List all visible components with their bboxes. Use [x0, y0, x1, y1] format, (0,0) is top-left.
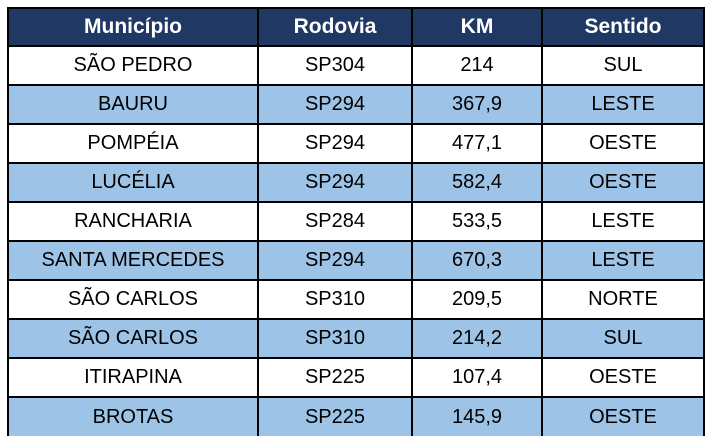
cell-municipio: POMPÉIA — [7, 123, 259, 164]
cell-sentido: OESTE — [541, 396, 705, 436]
table-row: POMPÉIA SP294 477,1 OESTE — [7, 123, 705, 164]
cell-km: 367,9 — [411, 84, 543, 125]
cell-km: 107,4 — [411, 357, 543, 398]
cell-sentido: LESTE — [541, 201, 705, 242]
table-row: SANTA MERCEDES SP294 670,3 LESTE — [7, 240, 705, 281]
table-row: RANCHARIA SP284 533,5 LESTE — [7, 201, 705, 242]
table-row: BAURU SP294 367,9 LESTE — [7, 84, 705, 125]
column-header-sentido: Sentido — [541, 7, 705, 47]
cell-sentido: SUL — [541, 318, 705, 359]
highway-table-container: Município Rodovia KM Sentido SÃO PEDRO SP… — [7, 7, 705, 436]
column-header-rodovia: Rodovia — [257, 7, 413, 47]
cell-sentido: LESTE — [541, 240, 705, 281]
cell-km: 670,3 — [411, 240, 543, 281]
cell-municipio: SÃO CARLOS — [7, 318, 259, 359]
cell-km: 145,9 — [411, 396, 543, 436]
cell-sentido: LESTE — [541, 84, 705, 125]
cell-sentido: NORTE — [541, 279, 705, 320]
cell-rodovia: SP284 — [257, 201, 413, 242]
cell-rodovia: SP310 — [257, 279, 413, 320]
cell-sentido: OESTE — [541, 123, 705, 164]
cell-km: 214 — [411, 45, 543, 86]
table-row: SÃO CARLOS SP310 209,5 NORTE — [7, 279, 705, 320]
table-row: LUCÉLIA SP294 582,4 OESTE — [7, 162, 705, 203]
cell-km: 582,4 — [411, 162, 543, 203]
cell-municipio: BAURU — [7, 84, 259, 125]
cell-km: 209,5 — [411, 279, 543, 320]
cell-sentido: SUL — [541, 45, 705, 86]
cell-rodovia: SP294 — [257, 123, 413, 164]
table-row: ITIRAPINA SP225 107,4 OESTE — [7, 357, 705, 398]
cell-km: 214,2 — [411, 318, 543, 359]
column-header-municipio: Município — [7, 7, 259, 47]
cell-km: 477,1 — [411, 123, 543, 164]
cell-municipio: SÃO PEDRO — [7, 45, 259, 86]
cell-rodovia: SP304 — [257, 45, 413, 86]
cell-municipio: SANTA MERCEDES — [7, 240, 259, 281]
table-row: BROTAS SP225 145,9 OESTE — [7, 396, 705, 436]
table-row: SÃO PEDRO SP304 214 SUL — [7, 45, 705, 86]
cell-municipio: SÃO CARLOS — [7, 279, 259, 320]
header-row: Município Rodovia KM Sentido — [7, 7, 705, 47]
cell-rodovia: SP310 — [257, 318, 413, 359]
cell-rodovia: SP225 — [257, 396, 413, 436]
cell-municipio: LUCÉLIA — [7, 162, 259, 203]
table-row: SÃO CARLOS SP310 214,2 SUL — [7, 318, 705, 359]
cell-rodovia: SP294 — [257, 84, 413, 125]
cell-sentido: OESTE — [541, 357, 705, 398]
cell-sentido: OESTE — [541, 162, 705, 203]
cell-km: 533,5 — [411, 201, 543, 242]
cell-municipio: RANCHARIA — [7, 201, 259, 242]
highway-table: Município Rodovia KM Sentido SÃO PEDRO SP… — [7, 7, 705, 436]
cell-rodovia: SP225 — [257, 357, 413, 398]
cell-municipio: BROTAS — [7, 396, 259, 436]
cell-rodovia: SP294 — [257, 240, 413, 281]
cell-rodovia: SP294 — [257, 162, 413, 203]
column-header-km: KM — [411, 7, 543, 47]
cell-municipio: ITIRAPINA — [7, 357, 259, 398]
